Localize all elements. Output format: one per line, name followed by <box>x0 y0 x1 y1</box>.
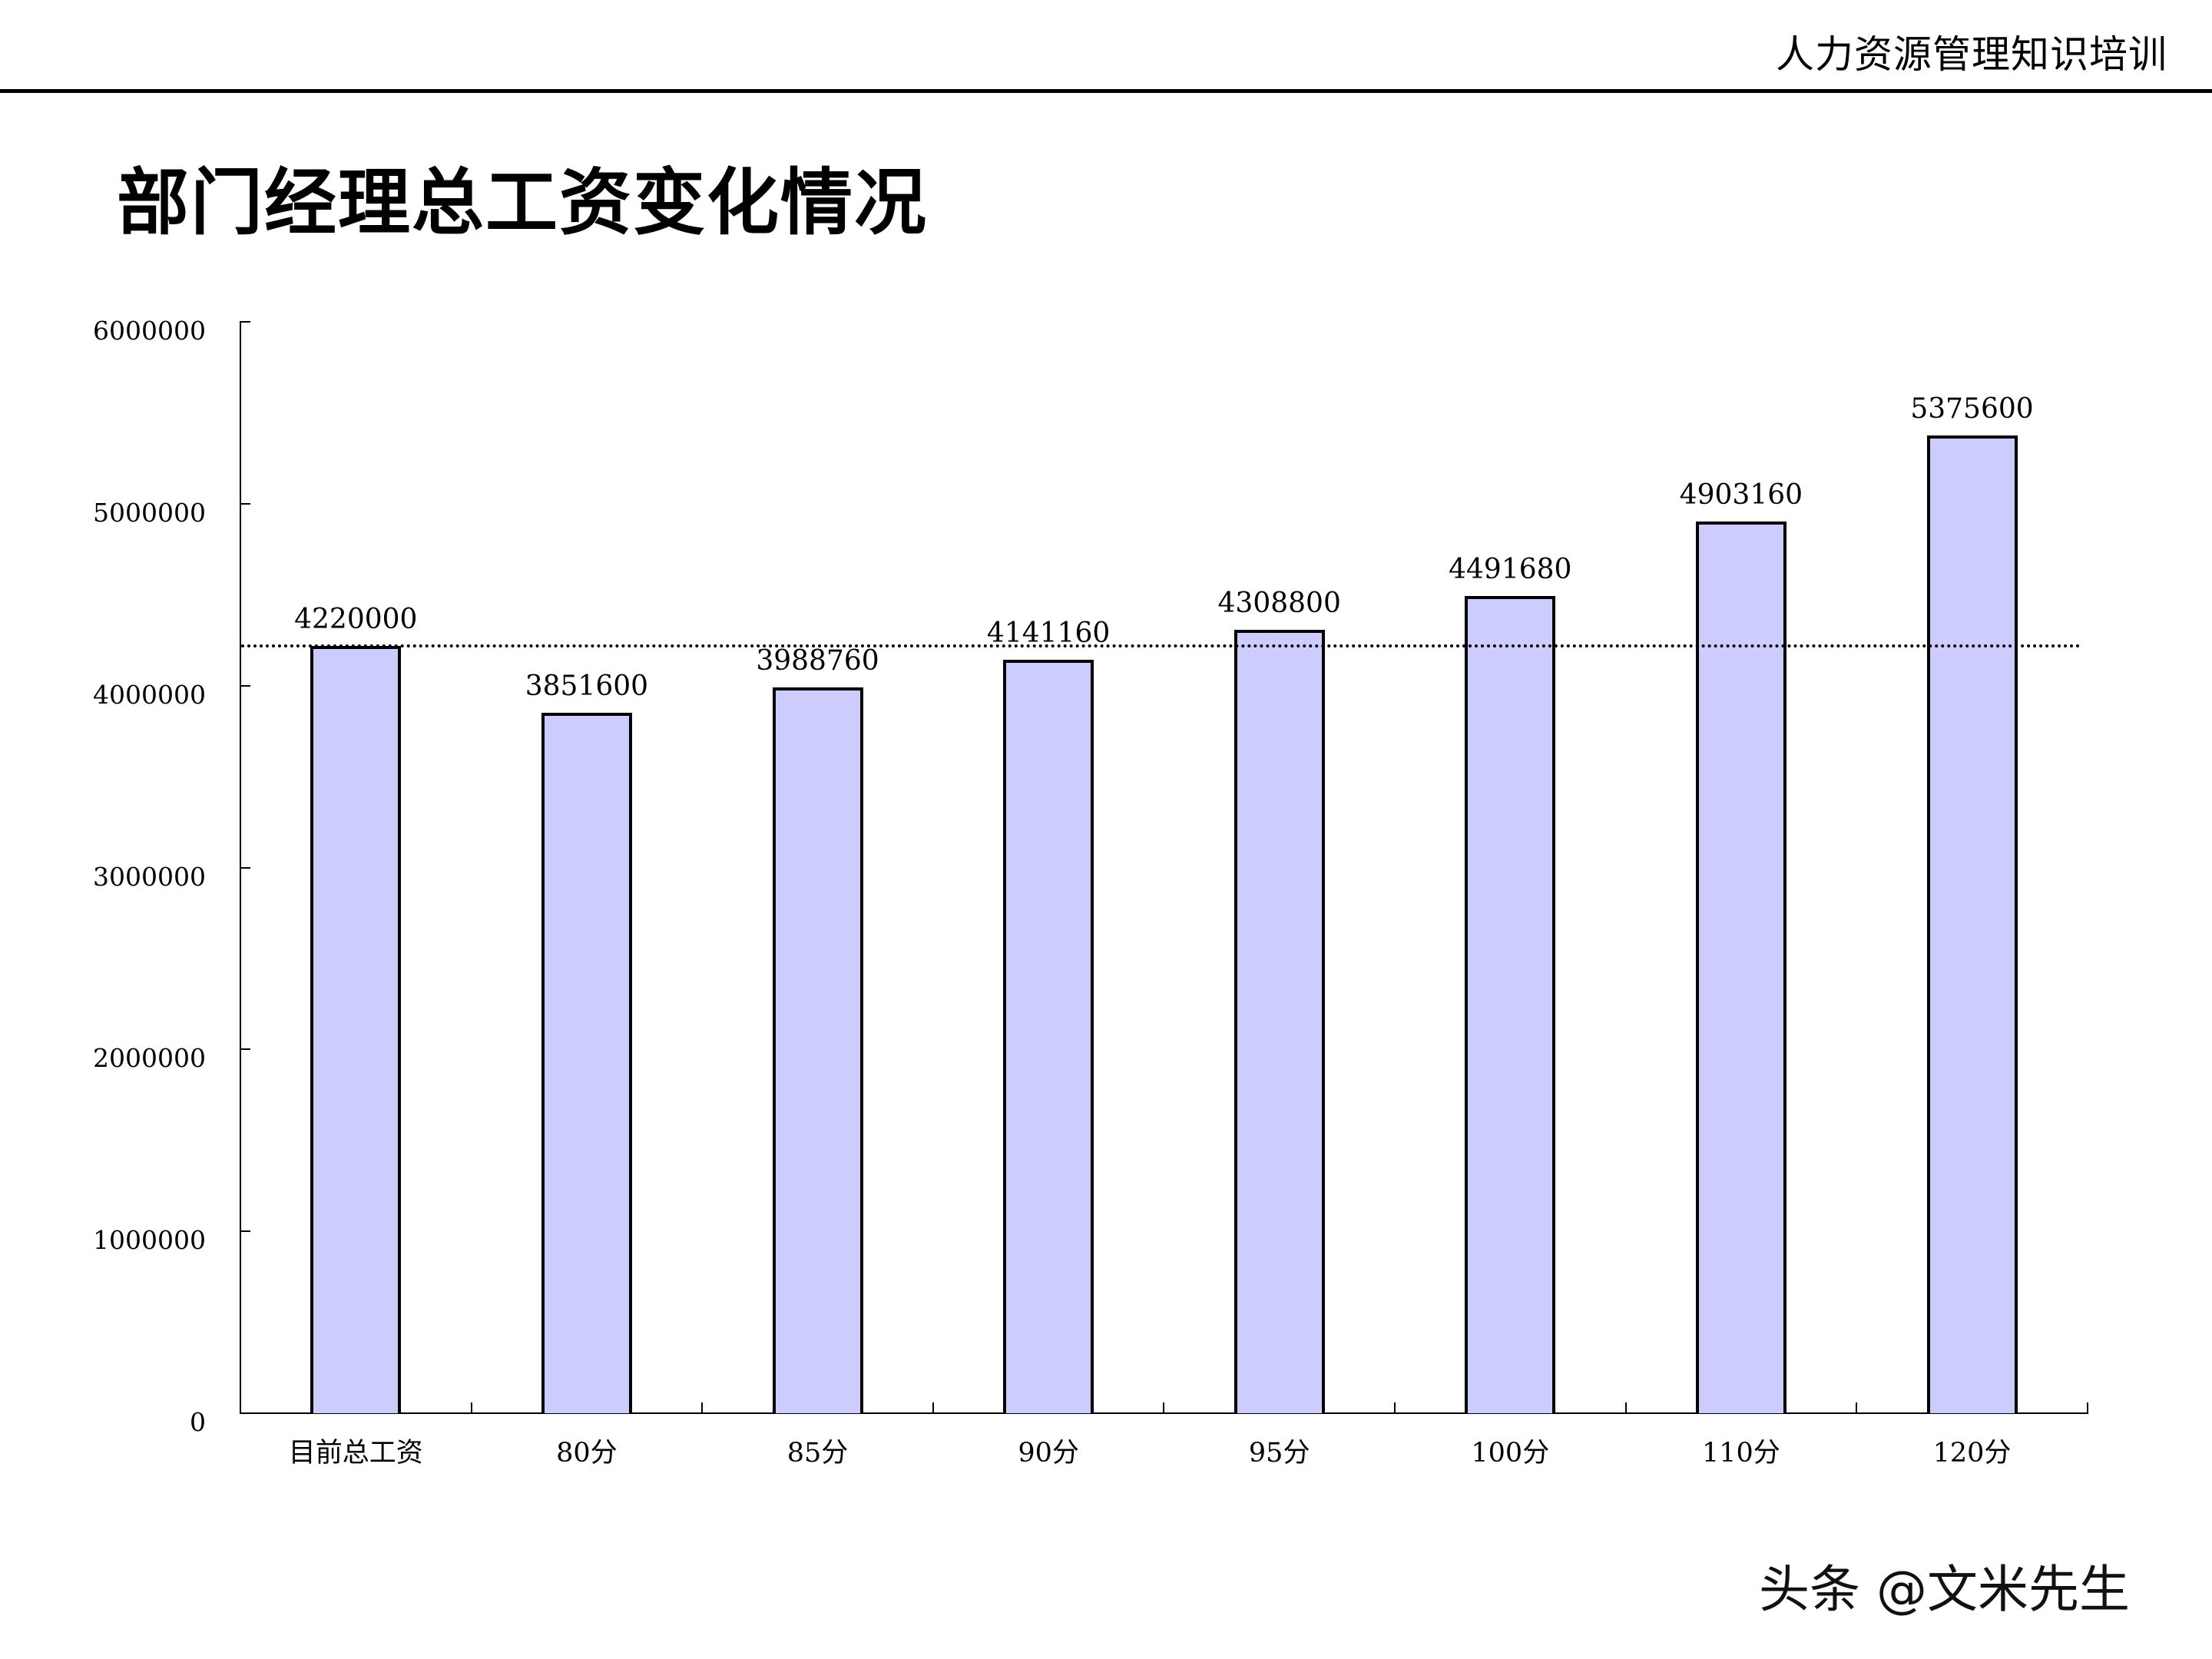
x-tick-label: 85分 <box>786 1438 849 1469</box>
x-tick-label: 100分 <box>1471 1438 1550 1469</box>
x-tick-label: 95分 <box>1248 1438 1310 1469</box>
bar-value-label: 4491680 <box>1449 554 1572 586</box>
x-tick <box>932 1402 934 1413</box>
y-tick-label: 4000000 <box>93 679 206 710</box>
y-tick-label: 6000000 <box>93 316 206 346</box>
x-tick <box>1624 1402 1627 1413</box>
y-tick-label: 2000000 <box>93 1043 206 1074</box>
bar-3 <box>1003 660 1094 1413</box>
header-title: 人力资源管理知识培训 <box>1776 32 2167 77</box>
bar-6 <box>1695 521 1786 1413</box>
y-tick <box>240 1230 250 1233</box>
header-divider <box>0 89 2212 93</box>
bar-4 <box>1233 629 1325 1413</box>
bar-value-label: 3851600 <box>525 670 649 702</box>
bar-value-label: 4220000 <box>294 603 418 635</box>
bar-5 <box>1465 596 1556 1413</box>
x-tick <box>2086 1402 2088 1413</box>
x-tick <box>1163 1402 1165 1413</box>
y-tick <box>240 866 250 869</box>
reference-line <box>241 644 2081 647</box>
x-axis <box>240 1412 2088 1414</box>
y-tick <box>240 684 250 687</box>
y-tick-label: 5000000 <box>93 497 206 528</box>
y-tick <box>240 321 250 323</box>
page-title: 部门经理总工资变化情况 <box>117 161 929 245</box>
bar-7 <box>1926 435 2018 1413</box>
x-tick-label: 80分 <box>556 1438 618 1469</box>
x-tick <box>1856 1402 1858 1413</box>
y-tick-label: 0 <box>190 1407 206 1437</box>
bar-1 <box>541 712 632 1413</box>
y-tick-label: 3000000 <box>93 861 206 892</box>
watermark: 头条 @文米先生 <box>1759 1560 2130 1619</box>
x-tick-label: 90分 <box>1018 1438 1079 1469</box>
bar-2 <box>772 687 863 1413</box>
x-tick <box>1394 1402 1396 1413</box>
y-tick <box>240 502 250 505</box>
x-tick-label: 110分 <box>1701 1438 1780 1469</box>
bar-value-label: 3988760 <box>756 645 879 677</box>
x-tick-label: 120分 <box>1932 1438 2012 1469</box>
bar-value-label: 4903160 <box>1679 478 1803 511</box>
y-tick <box>240 1048 250 1051</box>
x-tick-label: 目前总工资 <box>288 1438 423 1469</box>
bar-value-label: 4141160 <box>986 618 1111 650</box>
x-tick <box>701 1402 704 1413</box>
bar-value-label: 4308800 <box>1217 587 1341 619</box>
bar-value-label: 5375600 <box>1910 392 2034 425</box>
x-tick <box>470 1402 472 1413</box>
y-tick-label: 1000000 <box>93 1225 206 1256</box>
bar-0 <box>310 645 402 1413</box>
